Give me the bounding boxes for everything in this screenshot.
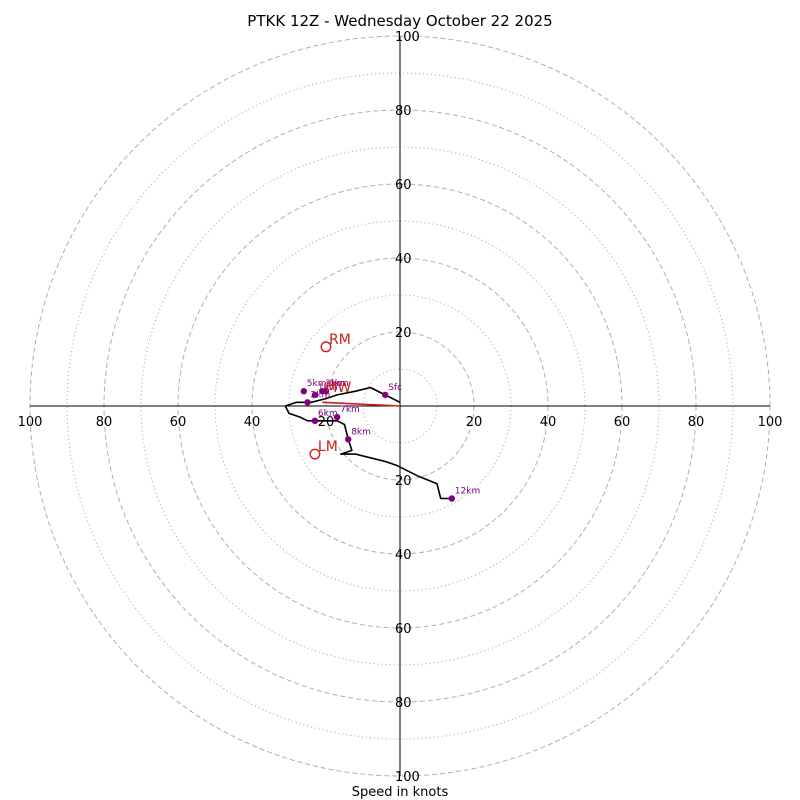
storm-motion-marker-rm [320, 341, 332, 353]
tick-label-right-100: 100 [758, 415, 783, 430]
tick-label-bottom-60: 60 [395, 622, 412, 637]
height-marker-point [300, 388, 307, 395]
tick-label-left-20: 20 [318, 415, 335, 430]
tick-label-top-60: 60 [395, 178, 412, 193]
tick-label-right-60: 60 [614, 415, 631, 430]
tick-label-left-40: 40 [244, 415, 261, 430]
tick-label-top-20: 20 [395, 326, 412, 341]
height-marker-point [448, 495, 455, 502]
tick-label-top-40: 40 [395, 252, 412, 267]
tick-labels: 20 40 60 80 100 20 40 60 80 100 20 40 60 80 100 20 40 60 8… [18, 30, 783, 785]
height-marker-label: 4km [329, 379, 349, 389]
height-marker-label: 2km [311, 390, 331, 400]
tick-label-right-80: 80 [688, 415, 705, 430]
tick-label-left-100: 100 [18, 415, 43, 430]
height-marker-label: 12km [455, 487, 480, 497]
height-marker-point [311, 391, 319, 399]
wind-profile [284, 386, 452, 500]
tick-label-bottom-100: 100 [395, 770, 420, 785]
height-marker-point [304, 399, 311, 406]
tick-label-right-40: 40 [540, 415, 557, 430]
storm-motion-label-mw: MW [325, 380, 351, 396]
height-marker-point [333, 413, 341, 421]
chart-title: PTKK 12Z - Wednesday October 22 2025 [247, 12, 552, 30]
tick-label-bottom-20: 20 [395, 474, 412, 489]
tick-label-top-80: 80 [395, 104, 412, 119]
tick-label-left-80: 80 [96, 415, 113, 430]
height-marker-label: 6km [318, 409, 338, 419]
height-marker-label: Sfc [388, 383, 402, 393]
tick-label-bottom-80: 80 [395, 696, 412, 711]
x-axis-label: Speed in knots [352, 785, 449, 800]
height-marker-label: 5km [307, 379, 327, 389]
height-marker-label: 1km [318, 383, 338, 393]
height-marker-point [311, 417, 319, 424]
tick-label-top-100: 100 [395, 30, 420, 45]
height-marker-label: 3km [325, 379, 345, 389]
profile-line [284, 386, 452, 500]
height-marker-label: 7km [340, 405, 360, 415]
shear-vector [322, 401, 401, 407]
tick-label-bottom-40: 40 [395, 548, 412, 563]
storm-motion-label-lm: LM [318, 439, 338, 455]
height-marker-label: 8km [351, 427, 371, 437]
tick-label-left-60: 60 [170, 415, 187, 430]
height-marker-point [322, 388, 330, 395]
storm-motion-label-rm: RM [329, 332, 351, 348]
tick-label-right-20: 20 [466, 415, 483, 430]
storm-motion: RM LM MW [309, 332, 351, 460]
height-marker-point [382, 391, 389, 399]
height-marker-point [345, 436, 352, 443]
storm-motion-marker-lm [309, 448, 321, 460]
